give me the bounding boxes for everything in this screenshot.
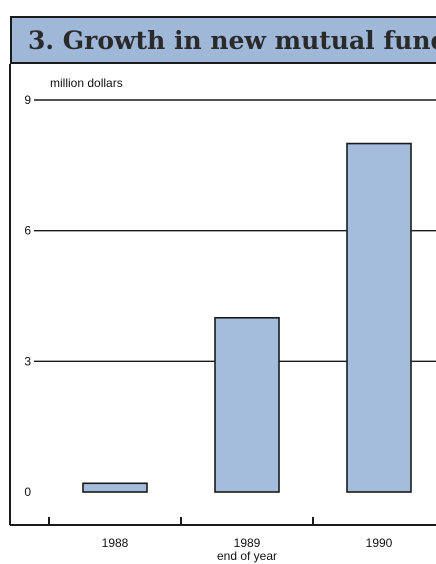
y-axis-label: million dollars	[50, 76, 123, 90]
x-axis	[10, 517, 436, 526]
title-band: 3. Growth in new mutual funds	[10, 16, 436, 64]
x-tick-label-1989: 1989	[234, 536, 261, 550]
bars	[82, 142, 412, 493]
y-tick-label-6: 6	[24, 224, 31, 238]
chart-title: 3. Growth in new mutual funds	[28, 26, 436, 55]
x-tick-labels: 1988 1989 1990	[102, 536, 393, 550]
bar-1988	[82, 482, 148, 493]
y-tick-labels: 0 3 6 9	[24, 93, 31, 499]
x-tick-label-1990: 1990	[366, 536, 393, 550]
bar-1990	[346, 142, 412, 493]
x-tick-label-1988: 1988	[102, 536, 129, 550]
y-tick-label-3: 3	[24, 354, 31, 368]
bar-1989	[214, 316, 280, 493]
y-tick-label-0: 0	[24, 485, 31, 499]
x-axis-label: end of year	[216, 549, 278, 563]
y-tick-label-9: 9	[24, 93, 31, 107]
